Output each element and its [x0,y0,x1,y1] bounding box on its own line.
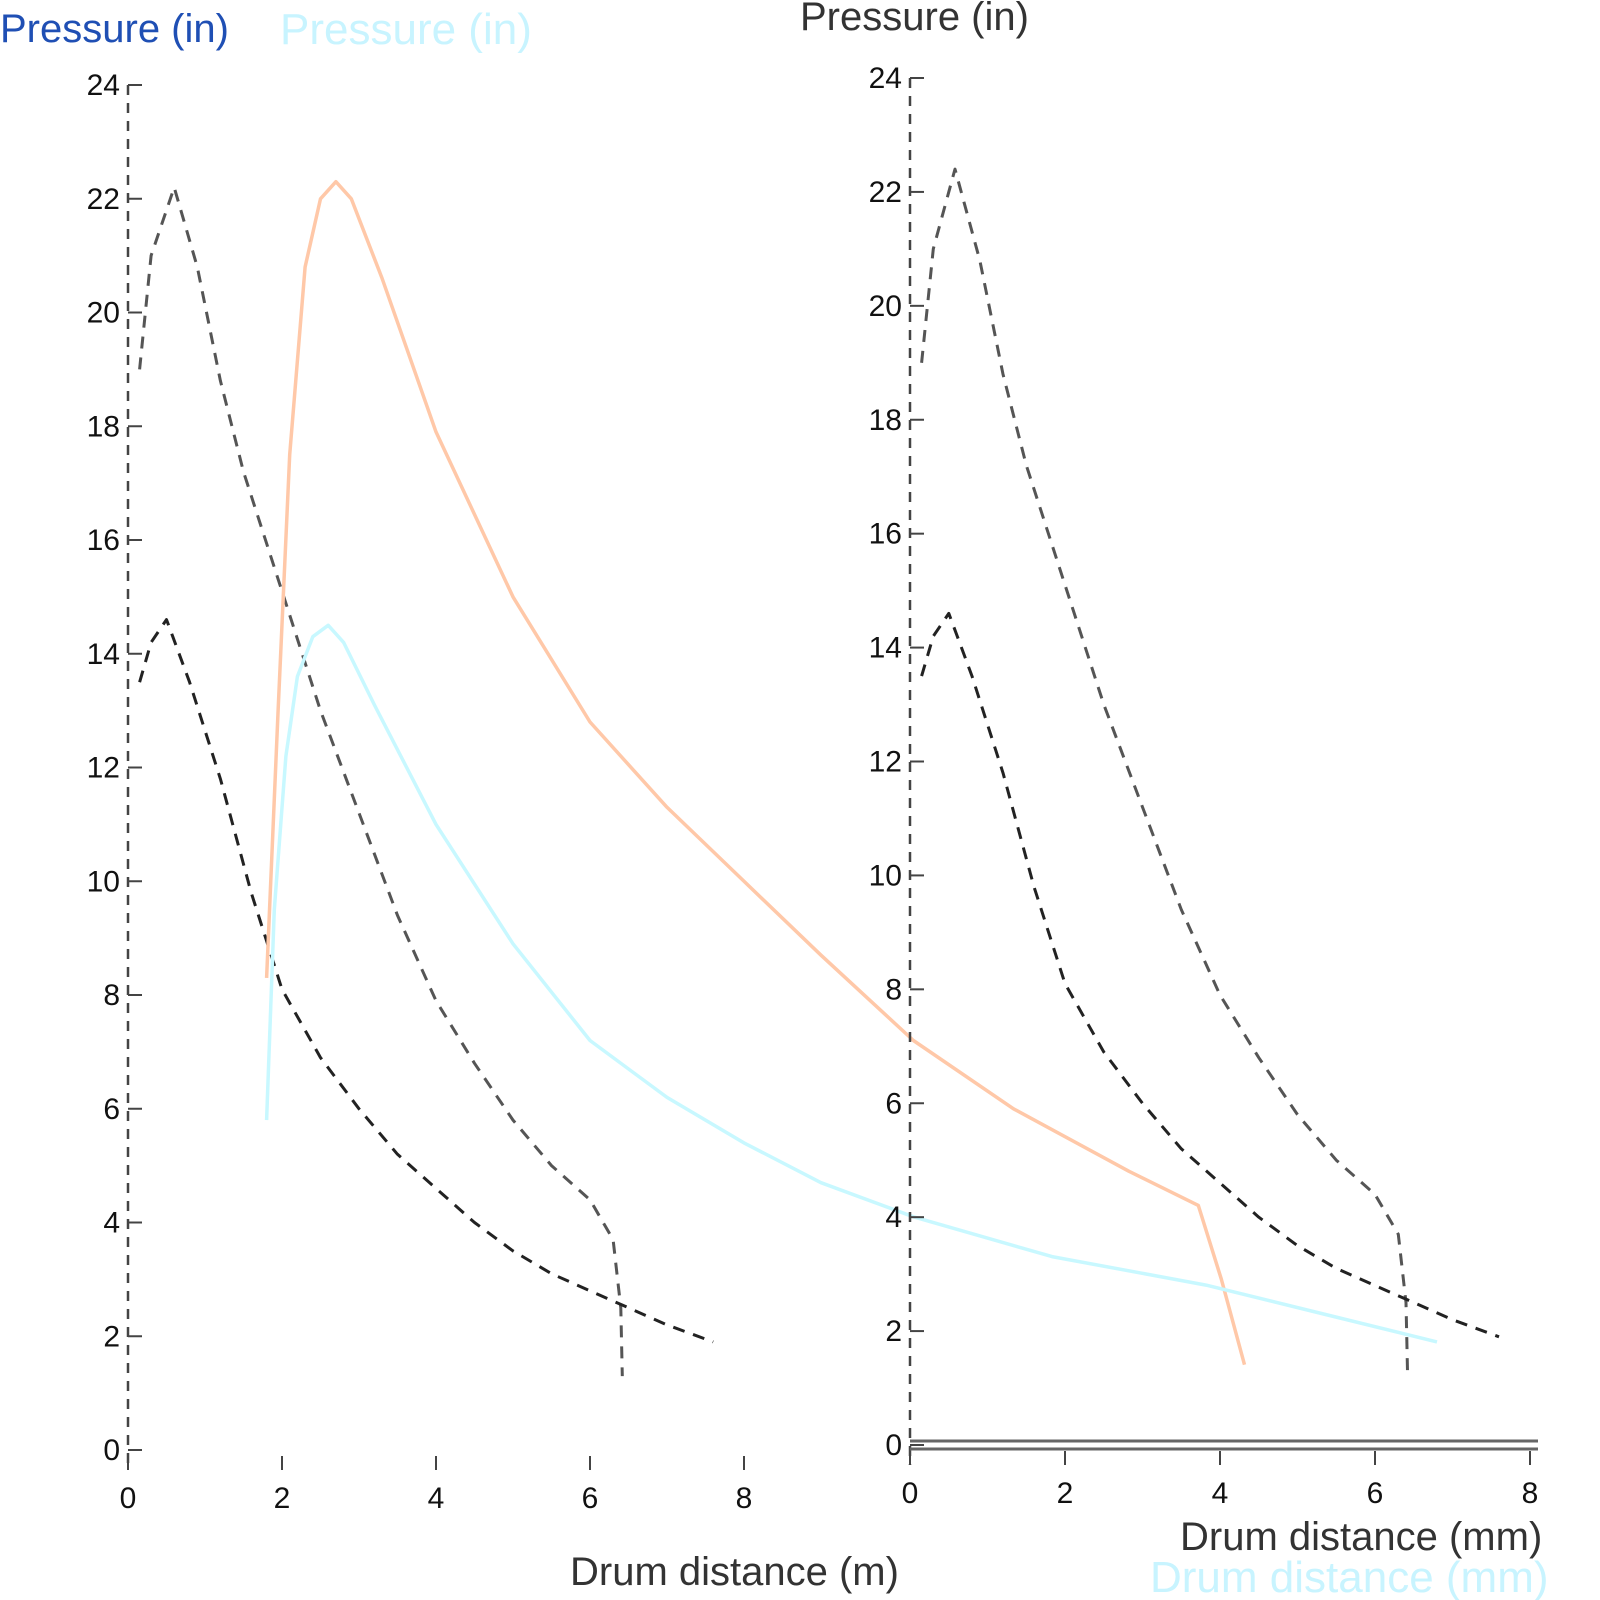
x-tick-label: 8 [1522,1477,1539,1510]
x-tick-label: 2 [274,1482,291,1515]
y-tick-label: 16 [869,518,902,551]
y-tick-label: 22 [869,176,902,209]
y-tick-label: 6 [103,1093,120,1126]
y-tick-label: 4 [885,1201,902,1234]
y-tick-label: 16 [87,524,120,557]
x-tick-label: 0 [120,1482,137,1515]
series-line-1 [138,618,714,1344]
x-tick-label: 0 [902,1477,919,1510]
y-tick-label: 18 [87,410,120,443]
x-tick-label: 6 [582,1482,599,1515]
y-tick-label: 20 [869,290,902,323]
right-xlabel-overlay: Drum distance (mm) [1150,1553,1549,1600]
y-tick-label: 12 [87,752,120,785]
left-ylabel-overlay: Pressure (in) [280,5,532,54]
y-tick-label: 24 [869,62,902,95]
y-tick-label: 0 [103,1434,120,1467]
y-tick-label: 2 [885,1315,902,1348]
y-tick-label: 12 [869,746,902,779]
y-tick-label: 14 [869,632,902,665]
y-tick-label: 4 [103,1207,120,1240]
x-tick-label: 6 [1367,1477,1384,1510]
y-tick-label: 8 [885,973,902,1006]
series-line-0 [920,167,1409,1372]
series-line-2 [264,179,1247,1366]
series-line-1 [920,611,1500,1339]
y-tick-label: 22 [87,183,120,216]
series-line-0 [138,185,624,1377]
right-ylabel: Pressure (in) [800,0,1029,39]
x-tick-label: 4 [1212,1477,1229,1510]
series-line-3 [264,623,1438,1344]
y-tick-label: 20 [87,297,120,330]
x-tick-label: 8 [736,1482,753,1515]
y-tick-label: 2 [103,1320,120,1353]
y-tick-label: 10 [87,865,120,898]
y-tick-label: 8 [103,979,120,1012]
x-tick-label: 4 [428,1482,445,1515]
left-xlabel: Drum distance (m) [570,1550,899,1594]
left-ylabel: Pressure (in) [0,7,229,51]
y-tick-label: 24 [87,69,120,102]
right-xlabel: Drum distance (mm) [1180,1515,1542,1559]
y-tick-label: 6 [885,1087,902,1120]
x-tick-label: 2 [1057,1477,1074,1510]
y-tick-label: 10 [869,859,902,892]
y-tick-label: 18 [869,404,902,437]
y-tick-label: 14 [87,638,120,671]
y-tick-label: 0 [885,1429,902,1462]
